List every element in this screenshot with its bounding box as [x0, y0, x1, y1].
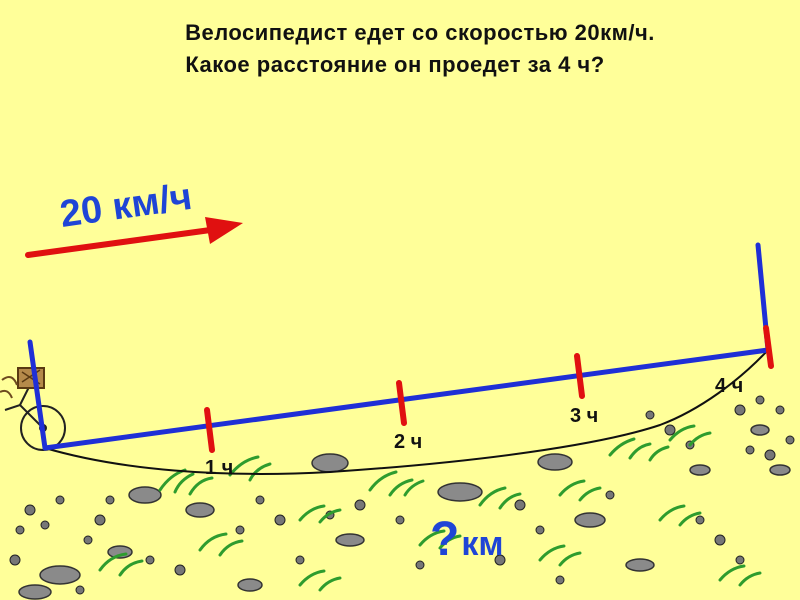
distance-question-mark: ? [430, 513, 459, 566]
hour-label-3: 3 ч [570, 405, 598, 427]
tick-3-hour [574, 353, 585, 399]
tick-1-hour [204, 407, 215, 453]
hour-label-1: 1 ч [205, 457, 233, 479]
distance-segment [27, 242, 771, 451]
ground-decoration [9, 395, 795, 600]
bicycle-icon [0, 367, 66, 451]
road-path [44, 349, 769, 475]
hour-label-4: 4 ч [715, 375, 743, 397]
speed-arrow-icon [25, 217, 243, 258]
problem-line-1: Велосипедист едет со скоростью 20км/ч. [185, 20, 655, 45]
distance-label: ?км [430, 513, 504, 566]
speed-label: 20 км/ч [57, 176, 194, 236]
tick-4-hour [763, 325, 774, 369]
hour-label-2: 2 ч [394, 431, 422, 453]
problem-line-2: Какое расстояние он проедет за 4 ч? [185, 52, 605, 77]
tick-2-hour [396, 380, 407, 426]
distance-unit: км [461, 525, 503, 563]
